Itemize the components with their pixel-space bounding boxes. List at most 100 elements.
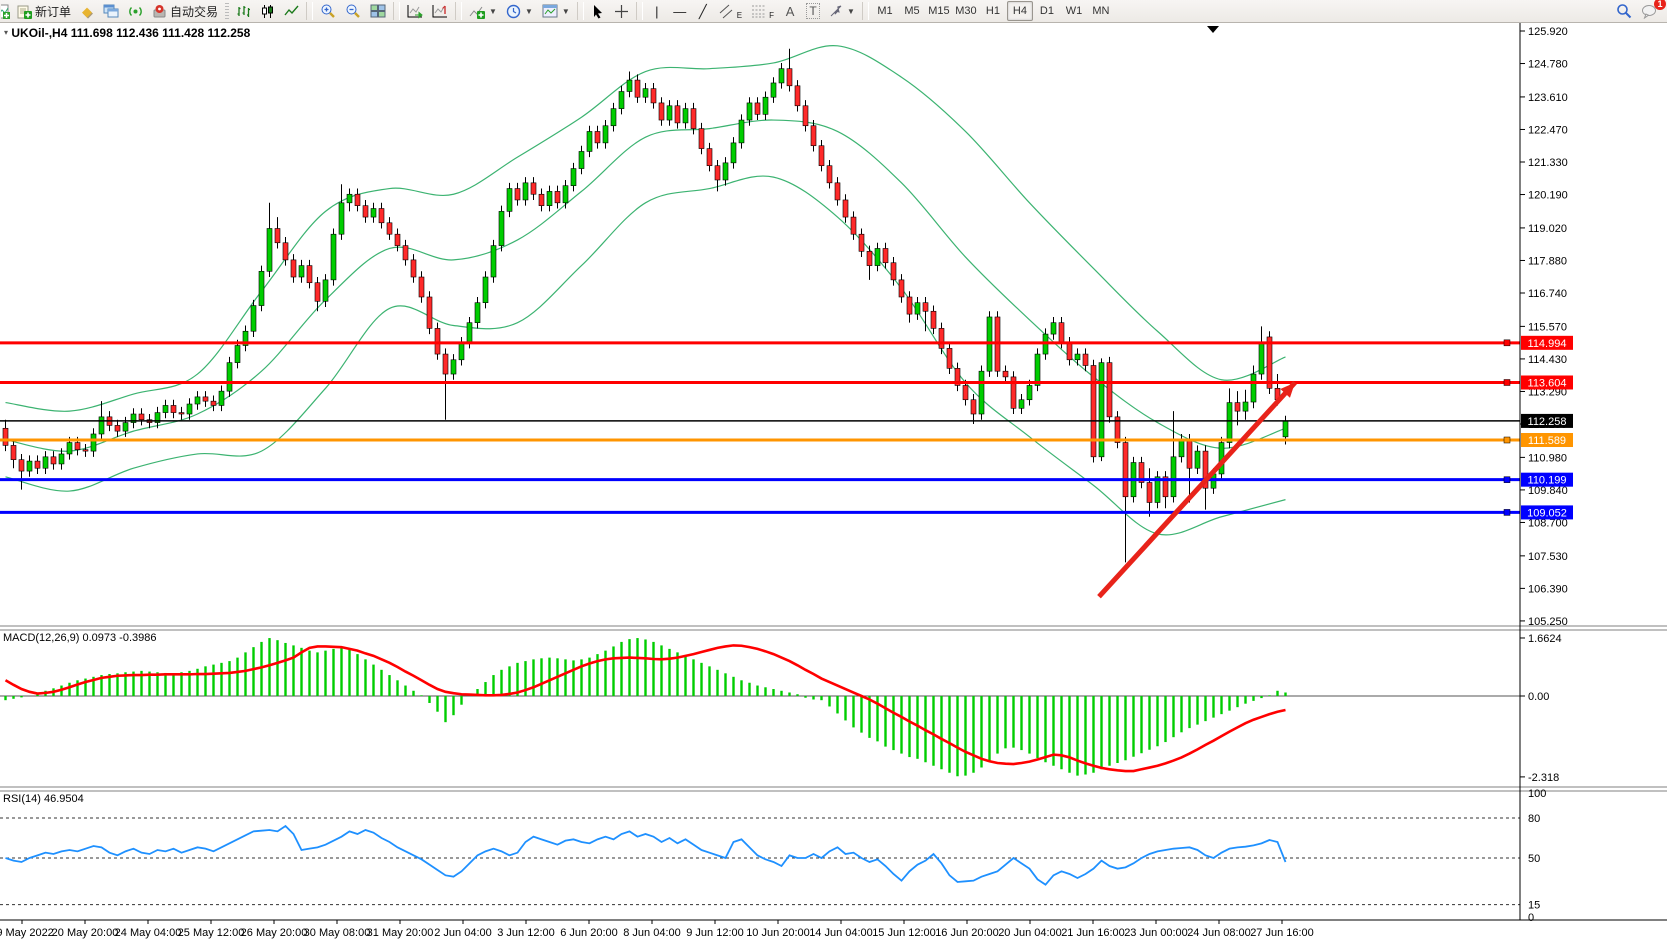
new-order-button[interactable]: 新订单: [13, 1, 75, 21]
price-axis[interactable]: [1521, 22, 1667, 920]
svg-text:0: 0: [1528, 912, 1534, 924]
svg-text:16 Jun 20:00: 16 Jun 20:00: [935, 927, 999, 939]
new-chart-button[interactable]: [0, 1, 12, 21]
svg-text:116.740: 116.740: [1528, 288, 1567, 300]
auto-scroll-button[interactable]: [403, 1, 427, 21]
timeframe-m5-button[interactable]: M5: [904, 5, 920, 17]
toolbar-separator: [861, 2, 869, 20]
svg-text:113.604: 113.604: [1528, 377, 1567, 389]
svg-text:1.6624: 1.6624: [1528, 633, 1562, 645]
new-order-label: 新订单: [35, 4, 72, 19]
toolbar-separator: [306, 2, 314, 20]
auto-scroll-icon: [407, 4, 423, 19]
toolbar-separator: [455, 2, 463, 20]
crosshair-icon: [614, 4, 628, 18]
autotrading-label: 自动交易: [170, 4, 219, 19]
trend-arrow[interactable]: [1097, 380, 1297, 599]
svg-text:119.020: 119.020: [1528, 223, 1567, 235]
svg-text:19 May 2022: 19 May 2022: [0, 927, 54, 939]
svg-text:2 Jun 04:00: 2 Jun 04:00: [434, 927, 492, 939]
arrows-tool-button[interactable]: ▼: [825, 1, 859, 21]
svg-text:9 Jun 12:00: 9 Jun 12:00: [686, 927, 744, 939]
svg-text:3 Jun 12:00: 3 Jun 12:00: [497, 927, 555, 939]
svg-text:21 Jun 16:00: 21 Jun 16:00: [1061, 927, 1125, 939]
timeframe-m30-button[interactable]: M30: [955, 5, 977, 17]
autotrading-button[interactable]: 自动交易: [148, 1, 222, 21]
svg-text:14 Jun 04:00: 14 Jun 04:00: [809, 927, 873, 939]
svg-text:15: 15: [1528, 900, 1540, 912]
search-button[interactable]: [1612, 1, 1636, 21]
text-label-tool-button[interactable]: T: [802, 1, 824, 21]
tile-windows-button[interactable]: [366, 1, 390, 21]
svg-text:26 May 20:00: 26 May 20:00: [241, 927, 308, 939]
horizontal-line-icon: —: [673, 3, 687, 19]
zoom-in-button[interactable]: [316, 1, 340, 21]
line-chart-type-button[interactable]: [280, 1, 303, 21]
channel-tool-button[interactable]: E: [715, 1, 746, 21]
text-tool-button[interactable]: A: [779, 1, 801, 21]
price-line-badges: 114.994 113.604 112.258 111.589 110.199 109.0…: [1503, 335, 1573, 520]
chat-button[interactable]: 1: [1637, 0, 1666, 21]
cursor-tool-button[interactable]: [587, 1, 609, 21]
svg-text:24 Jun 08:00: 24 Jun 08:00: [1187, 927, 1251, 939]
trendline-tool-button[interactable]: ╱: [692, 1, 714, 21]
chart-shift-marker[interactable]: [1207, 26, 1219, 33]
connection-button[interactable]: [124, 1, 147, 21]
periods-button[interactable]: ▼: [502, 1, 537, 21]
horizontal-line-tool-button[interactable]: —: [669, 1, 691, 21]
dropdown-arrow-icon: ▼: [524, 6, 533, 16]
macd-name: MACD(12,26,9): [3, 632, 80, 644]
vertical-line-tool-button[interactable]: |: [646, 1, 668, 21]
chat-icon: [1642, 4, 1656, 19]
new-order-icon: [17, 5, 32, 19]
bar-chart-type-button[interactable]: [232, 1, 255, 21]
svg-text:111.589: 111.589: [1528, 435, 1566, 447]
macd-indicator-label: MACD(12,26,9) 0.0973 -0.3986: [3, 632, 157, 644]
candlestick-type-button[interactable]: [256, 1, 279, 21]
macd-current-values: 0.0973 -0.3986: [82, 632, 157, 644]
svg-text:20 May 20:00: 20 May 20:00: [52, 927, 119, 939]
templates-button[interactable]: ▼: [538, 1, 574, 21]
profiles-button[interactable]: ◆: [76, 1, 98, 21]
timeframe-m15-button[interactable]: M15: [928, 5, 950, 17]
timeframe-h1-button[interactable]: H1: [985, 5, 1000, 17]
time-axis[interactable]: [0, 921, 1667, 944]
zoom-in-icon: [321, 4, 335, 18]
rsi-line: [5, 824, 1287, 886]
equidistant-channel-icon: [719, 4, 733, 18]
chart-shift-button[interactable]: [428, 1, 452, 21]
chart-windows-button[interactable]: [99, 1, 123, 21]
svg-text:8 Jun 04:00: 8 Jun 04:00: [623, 927, 681, 939]
timeframe-d1-button[interactable]: D1: [1039, 5, 1054, 17]
timeframe-w1-button[interactable]: W1: [1065, 5, 1083, 17]
tile-windows-icon: [370, 4, 386, 18]
svg-text:31 May 20:00: 31 May 20:00: [367, 927, 434, 939]
search-icon: [1617, 4, 1632, 19]
zoom-out-button[interactable]: [341, 1, 365, 21]
svg-text:24 May 04:00: 24 May 04:00: [115, 927, 182, 939]
svg-text:122.470: 122.470: [1528, 124, 1568, 136]
svg-text:27 Jun 16:00: 27 Jun 16:00: [1250, 927, 1314, 939]
chart-ohlc-values: 111.698 112.436 111.428 112.258: [70, 26, 251, 40]
timeframe-m1-button[interactable]: M1: [877, 5, 893, 17]
fibonacci-icon: [752, 5, 766, 17]
fibonacci-tool-button[interactable]: F: [747, 1, 778, 21]
chart-symbol-period: UKOil-,H4: [11, 26, 68, 40]
bar-chart-type-icon: [237, 5, 251, 17]
timeframe-h4-button[interactable]: H4: [1006, 1, 1033, 21]
macd-pane: [0, 638, 1520, 777]
autotrading-icon: [153, 4, 166, 17]
indicators-button[interactable]: ▼: [465, 1, 501, 21]
price-axis-labels: 125.920 124.780 123.610 122.470 121.330 120.1…: [1520, 26, 1568, 924]
svg-text:124.780: 124.780: [1528, 59, 1568, 71]
chart-windows-icon: [103, 4, 119, 18]
timeframe-mn-button[interactable]: MN: [1092, 5, 1110, 17]
arrows-icon: [830, 5, 842, 17]
svg-text:120.190: 120.190: [1528, 190, 1568, 202]
channel-tool-label: E: [736, 11, 743, 20]
svg-text:110.199: 110.199: [1528, 475, 1567, 487]
crosshair-tool-button[interactable]: [610, 1, 633, 21]
